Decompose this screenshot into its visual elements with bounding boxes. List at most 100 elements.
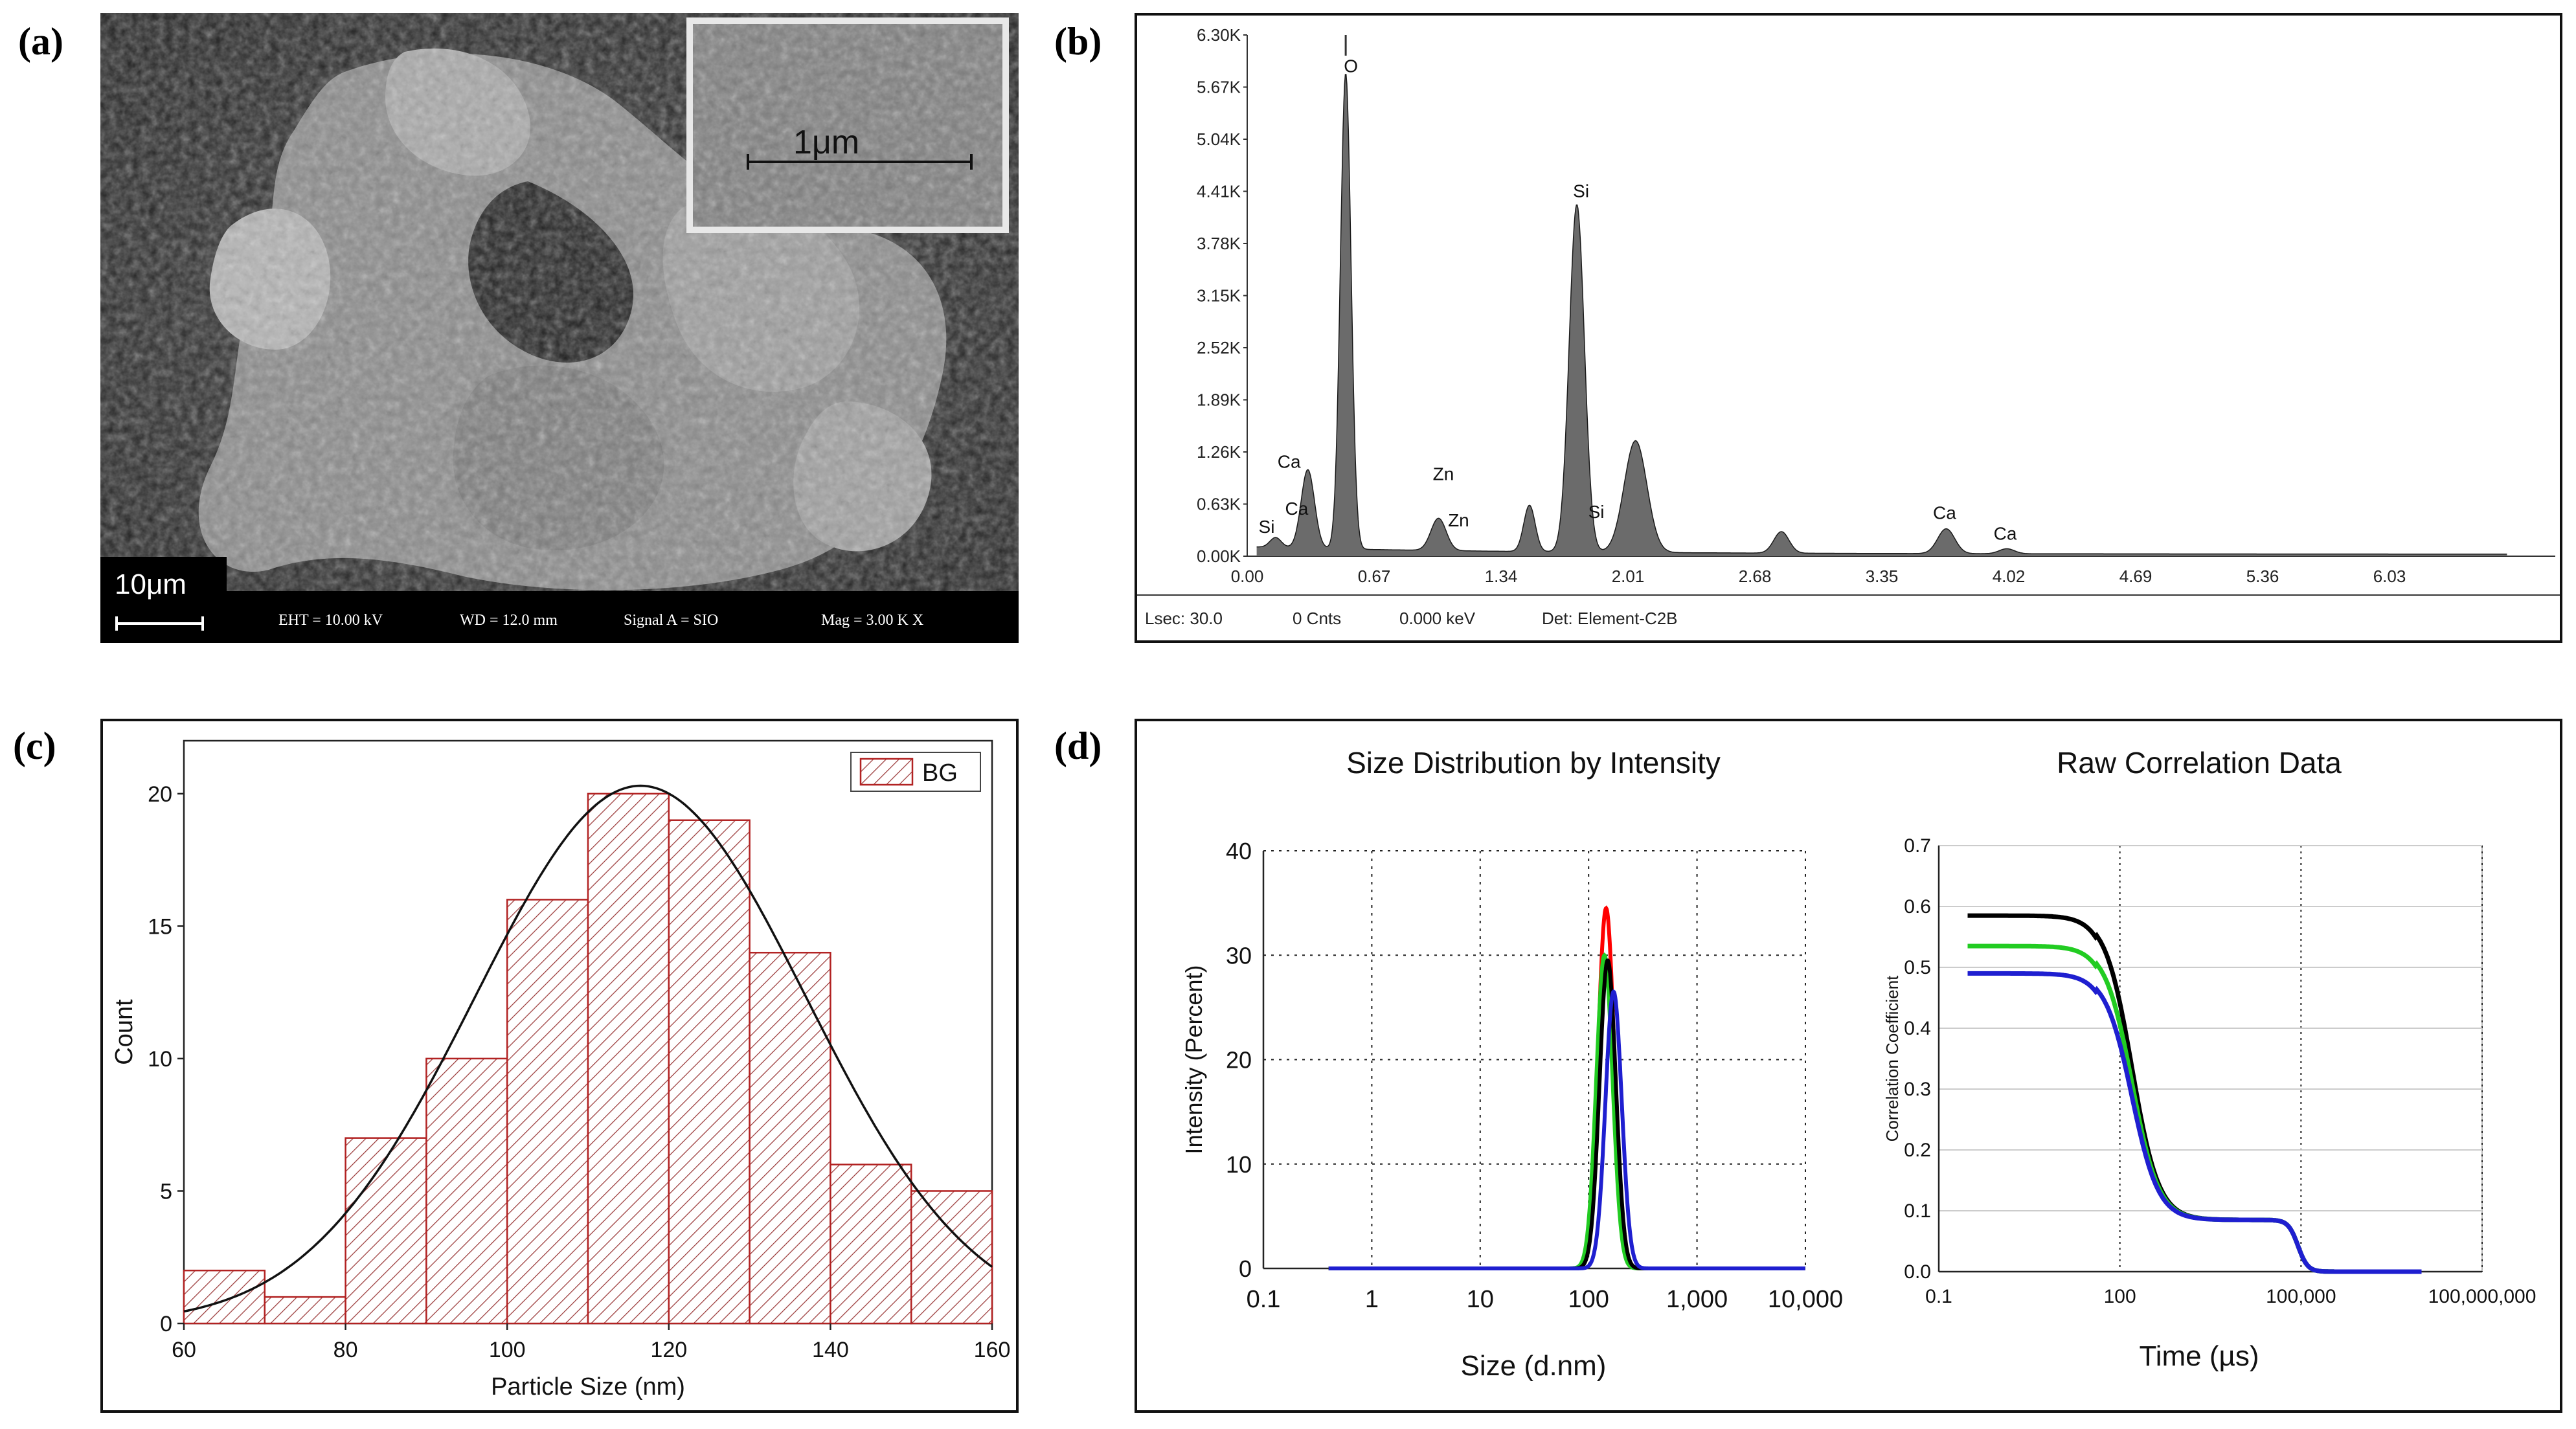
corr-x-axis-title: Time (µs) [2139,1340,2259,1372]
hist-y-axis-title: Count [111,999,138,1065]
hist-x-tick-label: 140 [812,1338,849,1362]
hist-legend-label: BG [922,760,958,787]
edx-x-tick-label: 1.34 [1485,567,1518,586]
histogram-bar [264,1296,346,1325]
edx-element-label: Ca [1933,503,1956,523]
sem-image: 1μm 10μm EHT = 10.00 kV WD = 12.0 mm Sig… [100,13,1019,643]
edx-element-label: Si [1259,517,1275,537]
edx-footer-cnts: 0 Cnts [1293,609,1341,628]
edx-element-label: Ca [1285,499,1309,519]
panel-label-a: (a) [18,20,63,63]
size-dist-title: Size Distribution by Intensity [1346,746,1721,780]
histogram-bar [506,899,589,1325]
corr-x-tick-label: 0.1 [1925,1286,1952,1307]
corr-y-tick-label: 0.0 [1904,1261,1931,1283]
corr-y-tick-label: 0.3 [1904,1079,1931,1100]
sem-info-wd: WD = 12.0 mm [460,612,558,629]
histogram-bar [830,1164,912,1325]
edx-element-label: Zn [1448,510,1469,530]
size-y-tick-label: 40 [1226,838,1252,864]
edx-x-tick-label: 6.03 [2373,567,2406,586]
edx-x-tick-label: 3.35 [1866,567,1899,586]
corr-title: Raw Correlation Data [2057,746,2342,780]
hist-y-tick-label: 5 [160,1179,172,1204]
dls-panel: Size Distribution by Intensity 0.1 1 10 100 1… [1135,719,2562,1413]
sem-info-signal: Signal A = SIO [624,612,719,629]
hist-y-tick-label: 10 [148,1047,172,1072]
corr-y-tick-label: 0.5 [1904,957,1931,978]
corr-plot-area [1938,845,2483,1272]
edx-chart: 0.00K 0.63K 1.26K 1.89K 2.52K 3.15K 3.78K 4.41K… [1137,25,2560,628]
size-x-tick-label: 10 [1467,1286,1494,1313]
corr-y-tick-label: 0.2 [1904,1140,1931,1161]
hist-y-tick-label: 15 [148,914,172,939]
edx-y-tick-label: 1.26K [1197,442,1241,462]
edx-spectrum-area [1256,74,2507,556]
size-y-axis-title: Intensity (Percent) [1181,965,1207,1154]
hist-y-tick-label: 0 [160,1312,172,1336]
edx-x-tick-label: 5.36 [2246,567,2279,586]
hist-x-tick-label: 100 [489,1338,526,1362]
sem-info-eht: EHT = 10.00 kV [278,612,383,629]
corr-y-axis-title: Correlation Coefficient [1882,975,1902,1142]
edx-y-tick-label: 3.15K [1197,286,1241,306]
edx-y-tick-label: 3.78K [1197,234,1241,253]
size-series-red [1328,905,1805,1270]
edx-y-tick-label: 1.89K [1197,390,1241,410]
hist-legend-swatch [859,758,914,786]
gaussian-fit-curve [183,784,993,1313]
edx-panel: 0.00K 0.63K 1.26K 1.89K 2.52K 3.15K 3.78K 4.41K… [1135,13,2562,643]
edx-y-tick-label: 0.00K [1197,546,1241,566]
size-y-tick-label: 10 [1226,1151,1252,1178]
edx-element-label: Ca [1278,451,1301,471]
sem-inset-scale-label: 1μm [793,124,860,161]
corr-y-tick-label: 0.6 [1904,896,1931,917]
hist-x-axis-title: Particle Size (nm) [491,1373,685,1401]
histogram-bar [668,819,751,1325]
size-x-tick-label: 0.1 [1247,1286,1281,1313]
sem-scale-label: 10μm [115,568,186,600]
histogram-bar [345,1137,427,1325]
edx-x-tick-label: 4.02 [1993,567,2026,586]
size-x-tick-label: 10,000 [1768,1286,1843,1313]
edx-x-tick-label: 2.01 [1612,567,1645,586]
size-y-tick-label: 0 [1239,1255,1252,1282]
hist-x-tick-label: 60 [172,1338,196,1362]
hist-x-tick-label: 80 [333,1338,358,1362]
panel-label-c: (c) [13,725,56,767]
size-series-blue [1328,989,1805,1270]
hist-x-tick-label: 160 [974,1338,1011,1362]
size-x-tick-label: 1,000 [1666,1286,1728,1313]
edx-element-label: Ca [1994,523,2017,543]
corr-x-tick-label: 100,000,000 [2428,1286,2536,1307]
histogram-bar [425,1057,508,1325]
size-x-axis-title: Size (d.nm) [1461,1350,1607,1382]
edx-footer-kev: 0.000 keV [1399,609,1476,628]
edx-footer-lsec: Lsec: 30.0 [1145,609,1223,628]
edx-y-tick-label: 5.04K [1197,129,1241,149]
corr-y-tick-label: 0.7 [1904,835,1931,857]
edx-y-tick-label: 4.41K [1197,182,1241,201]
edx-footer-det: Det: Element-C2B [1542,609,1678,628]
edx-element-label: Si [1588,502,1605,522]
histogram-bar [587,793,670,1325]
corr-y-tick-label: 0.1 [1904,1200,1931,1222]
edx-y-tick-label: 0.63K [1197,495,1241,514]
corr-y-tick-label: 0.4 [1904,1018,1931,1039]
corr-series-blue [1967,971,2422,1274]
edx-y-tick-label: 6.30K [1197,25,1241,45]
corr-x-tick-label: 100 [2104,1286,2136,1307]
sem-inset [686,17,1009,233]
hist-x-tick-label: 120 [650,1338,687,1362]
size-series-green [1328,952,1805,1270]
histogram-bar [183,1269,266,1325]
hist-y-tick-label: 20 [148,782,172,807]
edx-x-tick-label: 4.69 [2119,567,2152,586]
sem-texture [100,13,1019,643]
edx-spectrum-line [1256,74,2507,555]
edx-y-tick-label: 2.52K [1197,338,1241,357]
histogram-chart: 60 80 100 120 140 160 0 5 10 15 20 Particle Size (n… [111,739,1011,1401]
size-series-black [1328,958,1805,1270]
sem-info-mag: Mag = 3.00 K X [821,612,924,629]
